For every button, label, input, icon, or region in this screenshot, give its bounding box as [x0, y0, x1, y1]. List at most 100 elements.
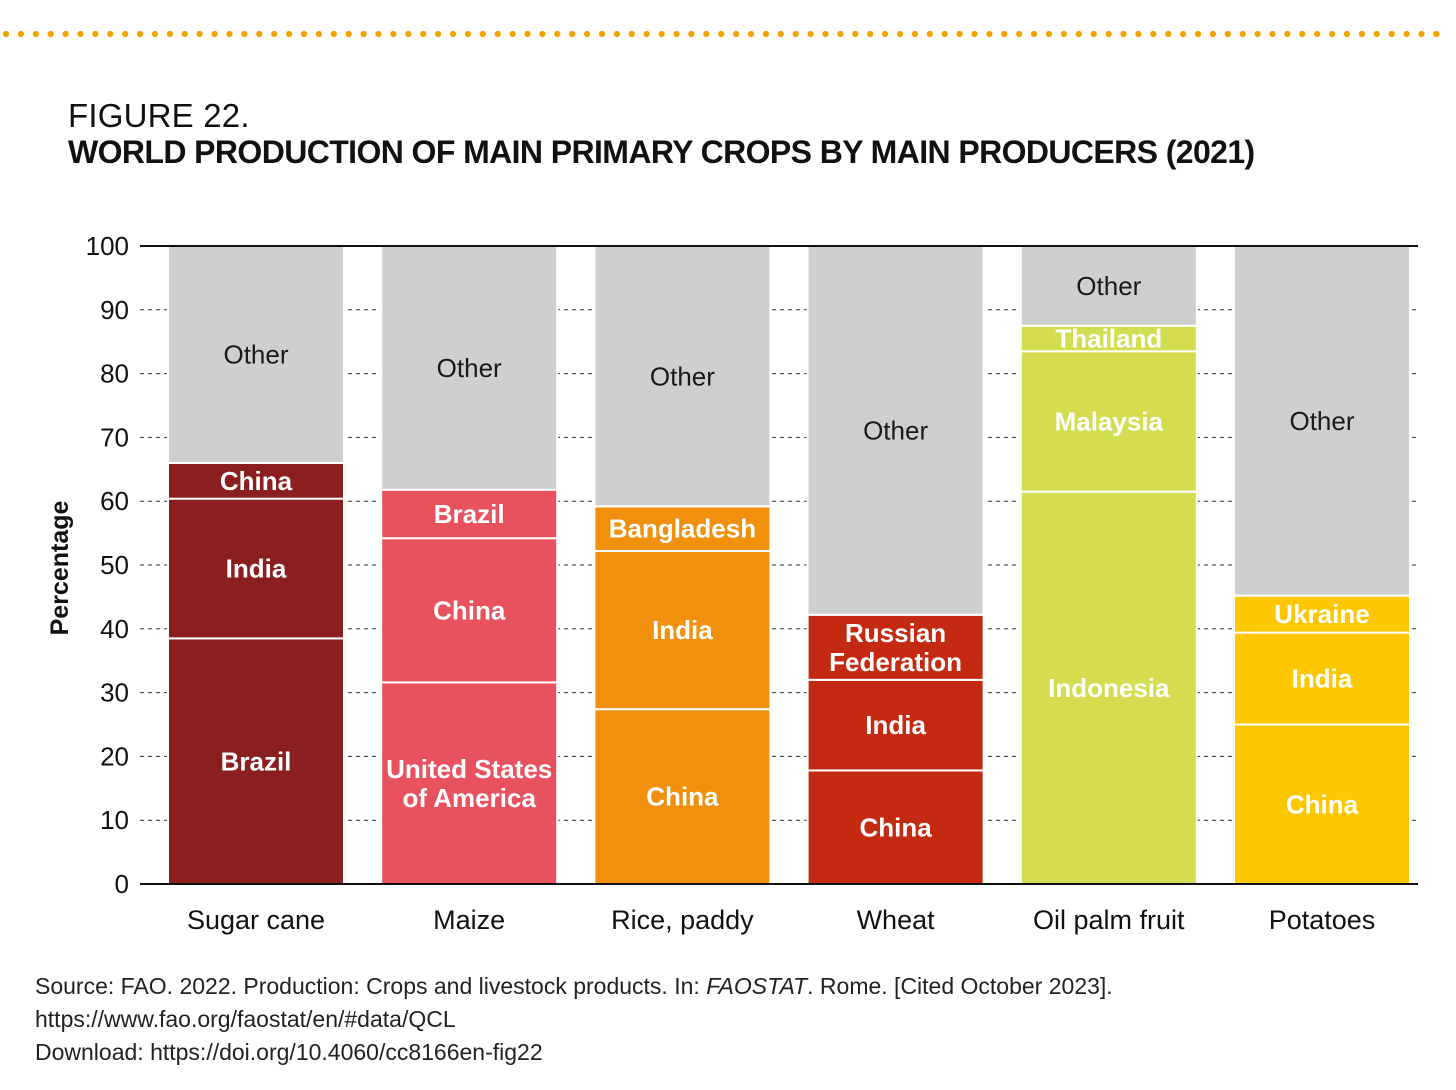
segment-label: China — [646, 782, 719, 812]
rule-dot — [1433, 30, 1440, 38]
rule-dot — [1150, 30, 1157, 38]
rule-dot — [1194, 30, 1202, 38]
y-tick-label: 30 — [100, 678, 129, 708]
rule-dot — [300, 30, 308, 38]
rule-dot — [926, 30, 933, 38]
y-tick-label: 0 — [115, 869, 129, 899]
rule-dot — [151, 30, 159, 38]
x-category-label: Sugar cane — [187, 905, 325, 935]
rule-dot — [539, 30, 546, 38]
bar-segment — [593, 505, 772, 552]
segment-label: Brazil — [221, 746, 292, 776]
rule-dot — [107, 30, 114, 38]
rule-dot — [1060, 30, 1067, 38]
bar-segment — [1233, 245, 1411, 597]
segment-label: China — [220, 466, 293, 496]
y-tick-label: 40 — [100, 614, 129, 644]
rule-dot — [1269, 30, 1276, 38]
segment-label: India — [865, 710, 926, 740]
rule-dot — [211, 30, 218, 38]
rule-dot — [807, 30, 814, 38]
rule-dot — [32, 30, 39, 38]
segment-label: Malaysia — [1055, 407, 1164, 437]
rule-dot — [1403, 30, 1410, 38]
rule-dot — [1120, 30, 1127, 38]
rule-dot — [435, 30, 442, 38]
figure-label: FIGURE 22. — [68, 97, 250, 134]
segment-label: United States of America — [386, 754, 552, 813]
rule-dot — [1239, 30, 1246, 38]
rule-dot — [1373, 30, 1380, 38]
source-note: Source: FAO. 2022. Production: Crops and… — [35, 970, 1113, 1069]
segment-label: China — [433, 595, 506, 625]
rule-dot — [1045, 30, 1053, 38]
bar-segment — [593, 245, 772, 508]
rule-dot — [703, 30, 710, 38]
rule-dot — [122, 30, 129, 38]
rule-dot — [688, 30, 695, 38]
rule-dot — [315, 30, 322, 38]
rule-dot — [837, 30, 844, 38]
rule-dot — [62, 30, 69, 38]
rule-dot — [196, 30, 203, 38]
stacked-bar-chart: 0 10 20 30 40 50 60 70 80 90 100 Brazil India China Ot… — [46, 231, 1418, 935]
rule-dot — [47, 30, 54, 38]
rule-dot — [256, 30, 263, 38]
rule-dot — [494, 30, 501, 38]
rule-dot — [658, 30, 665, 38]
source-url: https://www.fao.org/faostat/en/#data/QCL — [35, 1006, 456, 1032]
segment-label: Thailand — [1055, 324, 1162, 354]
rule-dot — [241, 30, 248, 38]
rule-dot — [1075, 30, 1082, 38]
rule-dot — [1180, 30, 1187, 38]
rule-dot — [1135, 30, 1142, 38]
rule-dot — [1314, 30, 1321, 38]
segment-label: Other — [863, 415, 928, 445]
y-tick-label: 10 — [100, 805, 129, 835]
rule-dot — [509, 30, 516, 38]
y-tick-label: 50 — [100, 550, 129, 580]
rule-dot — [733, 30, 740, 38]
segment-label: Russian Federation — [829, 618, 962, 677]
figure-title: WORLD PRODUCTION OF MAIN PRIMARY CROPS B… — [68, 134, 1255, 170]
rule-dot — [747, 30, 755, 38]
x-category-label: Maize — [433, 905, 505, 935]
y-tick-label: 100 — [86, 231, 129, 261]
rule-dot — [1105, 30, 1112, 38]
source-text: Source: FAO. 2022. Production: Crops and… — [35, 973, 707, 999]
rule-dot — [420, 30, 427, 38]
rule-dot — [92, 30, 99, 38]
rule-dot — [524, 30, 531, 38]
bar-segment — [1019, 490, 1198, 885]
segment-label: China — [1286, 789, 1359, 819]
rule-dot — [852, 30, 859, 38]
y-tick-label: 90 — [100, 295, 129, 325]
segment-label: Indonesia — [1048, 673, 1170, 703]
bar-segment — [806, 613, 985, 681]
rule-dot — [971, 30, 978, 38]
rule-dot — [1001, 30, 1008, 38]
rule-dot — [598, 30, 606, 38]
rule-dot — [882, 30, 889, 38]
rule-dot — [673, 30, 680, 38]
rule-dot — [1224, 30, 1231, 38]
bar-segment — [1233, 723, 1411, 885]
rule-dot — [345, 30, 352, 38]
rule-dot — [792, 30, 799, 38]
rule-dot — [286, 30, 293, 38]
rule-dot — [464, 30, 471, 38]
rule-dot — [405, 30, 412, 38]
bar-segment — [167, 497, 345, 640]
bar-segment — [380, 488, 559, 540]
bar-segment — [593, 708, 772, 885]
x-category-label: Rice, paddy — [611, 905, 754, 935]
rule-dot — [643, 30, 650, 38]
y-tick-label: 80 — [100, 359, 129, 389]
y-tick-label: 70 — [100, 422, 129, 452]
rule-dot — [584, 30, 591, 38]
rule-dot — [1254, 30, 1261, 38]
bar-segment — [1019, 324, 1198, 353]
bar-segment — [806, 678, 985, 772]
segment-label: China — [859, 812, 932, 842]
x-category-label: Oil palm fruit — [1033, 905, 1185, 935]
